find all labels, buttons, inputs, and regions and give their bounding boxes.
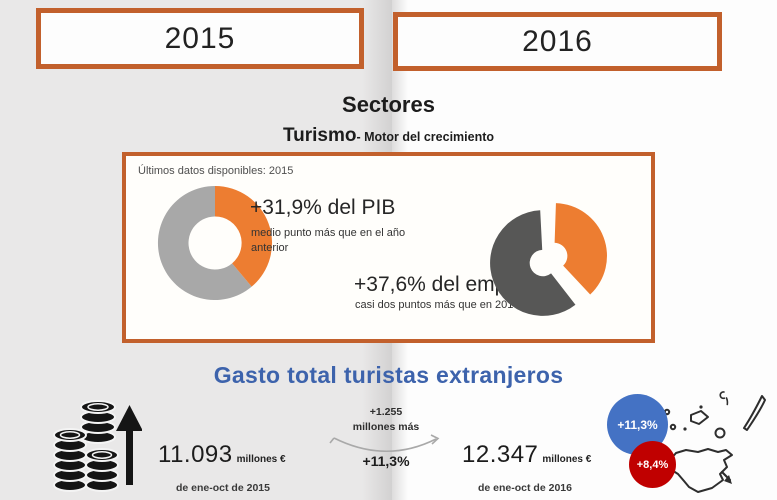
gasto-unit-2016: millones € [542,454,592,465]
increase-arc-arrow-icon [329,434,440,452]
subtitle-rest: - Motor del crecimiento [356,130,495,144]
delta-label: millones más [352,421,420,433]
gasto-period-2015: de ene-oct de 2015 [176,482,270,494]
gasto-value-2015: 11.093 millones € [158,441,286,469]
growth-badge-blue-label: +11,3% [617,417,658,432]
coins-stack-icon [53,400,142,492]
growth-badge-red-label: +8,4% [636,458,669,471]
section-subtitle: Turismo- Motor del crecimiento [0,125,777,147]
gasto-period-2016: de ene-oct de 2016 [478,482,572,494]
pib-headline: +31,9% del PIB [250,196,396,219]
growth-badge-red: +8,4% [629,441,676,488]
year-label-2016: 2016 [522,24,593,58]
gasto-amount-2016: 12.347 [462,441,539,468]
empleo-headline: +37,6% del empleo [354,273,535,296]
spain-map-outline [663,391,766,493]
gasto-amount-2015: 11.093 [158,441,233,468]
gasto-unit-2015: millones € [236,454,286,465]
year-box-2016: 2016 [393,12,722,71]
delta-percent: +11,3% [362,453,410,469]
subtitle-main: Turismo [282,125,357,146]
year-box-2015: 2015 [36,8,364,69]
empleo-subline: casi dos puntos más que en 2014 [355,299,520,311]
pib-donut-chart [157,185,273,301]
gasto-section-title: Gasto total turistas extranjeros [213,362,564,388]
up-arrow-icon [116,405,142,485]
data-availability-note: Últimos datos disponibles: 2015 [138,165,294,177]
empleo-donut-chart [490,203,607,316]
tourism-data-panel: Últimos datos disponibles: 2015 +31,9% d… [122,152,655,343]
pib-subline: medio punto más que en el año anterior [251,227,406,255]
gasto-value-2016: 12.347 millones € [462,441,591,469]
delta-amount: +1.255 [369,406,403,418]
year-label-2015: 2015 [164,21,236,55]
section-title: Sectores [342,92,435,117]
